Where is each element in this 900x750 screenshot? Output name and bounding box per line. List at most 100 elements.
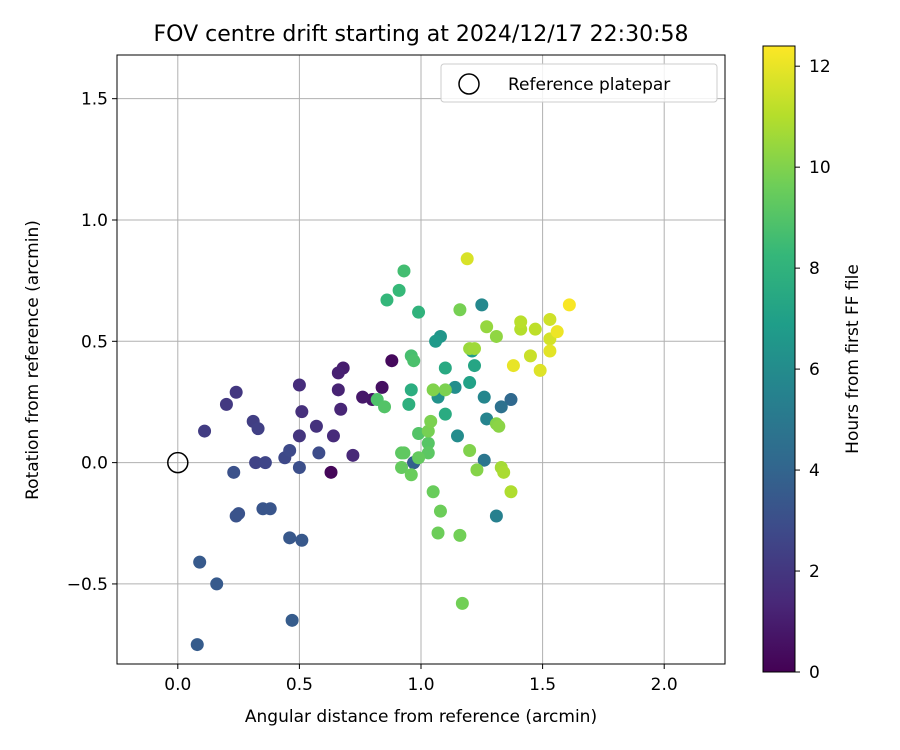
scatter-point <box>295 405 309 419</box>
colorbar-label: Hours from first FF file <box>843 264 863 454</box>
scatter-point <box>380 293 394 307</box>
scatter-point <box>523 349 537 363</box>
scatter-point <box>475 298 489 312</box>
scatter-point <box>285 613 299 627</box>
scatter-point <box>193 555 207 569</box>
legend: Reference platepar <box>440 63 718 103</box>
scatter-point <box>404 383 418 397</box>
scatter-point <box>232 507 246 521</box>
chart-title: FOV centre drift starting at 2024/12/17 … <box>154 22 689 47</box>
scatter-point <box>404 468 418 482</box>
colorbar-tick-label: 2 <box>809 562 820 582</box>
scatter-point <box>468 359 482 373</box>
scatter-point <box>421 436 435 450</box>
scatter-point <box>438 407 452 421</box>
scatter-point <box>412 427 426 441</box>
scatter-point <box>326 429 340 443</box>
scatter-point <box>309 419 323 433</box>
data-points <box>190 252 576 652</box>
scatter-point <box>227 465 241 479</box>
scatter-point <box>429 334 443 348</box>
scatter-point <box>292 378 306 392</box>
colorbar-gradient <box>762 45 796 673</box>
colorbar-tick-label: 10 <box>809 158 831 178</box>
legend-open-circle-icon <box>458 73 480 95</box>
reference-marker <box>167 451 189 474</box>
scatter-point <box>463 443 477 457</box>
scatter-point <box>533 363 547 377</box>
y-tick-label: 0.5 <box>81 332 108 352</box>
scatter-point <box>356 390 370 404</box>
scatter-point <box>453 303 467 317</box>
scatter-point <box>385 354 399 368</box>
scatter-point <box>395 460 409 474</box>
scatter-point <box>497 465 511 479</box>
scatter-point <box>477 390 491 404</box>
scatter-point <box>190 638 204 652</box>
scatter-point <box>453 528 467 542</box>
scatter-point <box>426 485 440 499</box>
scatter-point <box>489 329 503 343</box>
scatter-point <box>470 463 484 477</box>
scatter-point <box>431 526 445 540</box>
y-tick-label: 1.0 <box>81 211 108 231</box>
scatter-point <box>378 400 392 414</box>
colorbar-ticks: 0 2 4 6 8 10 12 <box>795 57 831 683</box>
x-tick-label: 2.0 <box>651 675 678 695</box>
scatter-point <box>283 531 297 545</box>
scatter-point <box>528 322 542 336</box>
scatter-point <box>438 361 452 375</box>
scatter-point <box>424 414 438 428</box>
scatter-point <box>312 446 326 460</box>
scatter-point <box>562 298 576 312</box>
scatter-point <box>407 354 421 368</box>
scatter-point <box>375 380 389 394</box>
scatter-point <box>331 366 345 380</box>
scatter-point <box>258 456 272 470</box>
scatter-point <box>448 380 462 394</box>
scatter-point <box>477 453 491 467</box>
colorbar-tick-label: 4 <box>809 461 820 481</box>
scatter-point <box>550 325 564 339</box>
scatter-point <box>504 485 518 499</box>
scatter-point <box>229 385 243 399</box>
scatter-point <box>421 424 435 438</box>
scatter-point <box>292 460 306 474</box>
colorbar: 0 2 4 6 8 10 12 Hours from first FF file <box>762 45 863 683</box>
x-axis-ticks: 0.0 0.5 1.0 1.5 2.0 <box>164 664 678 695</box>
scatter-point <box>402 397 416 411</box>
scatter-point <box>412 451 426 465</box>
colorbar-tick-label: 12 <box>809 57 831 77</box>
scatter-point <box>506 359 520 373</box>
scatter-point <box>433 504 447 518</box>
x-tick-label: 0.5 <box>286 675 313 695</box>
legend-box <box>440 63 718 103</box>
scatter-point <box>468 342 482 356</box>
y-tick-label: 0.0 <box>81 454 108 474</box>
colorbar-tick-label: 0 <box>809 663 820 683</box>
reference-platepar-marker <box>167 451 189 474</box>
scatter-point <box>251 422 265 436</box>
scatter-point <box>292 429 306 443</box>
scatter-point <box>210 577 224 591</box>
y-tick-label: 1.5 <box>81 90 108 110</box>
scatter-point <box>492 419 506 433</box>
x-tick-label: 0.0 <box>164 675 191 695</box>
legend-label: Reference platepar <box>508 75 670 95</box>
scatter-point <box>346 448 360 462</box>
scatter-point <box>283 443 297 457</box>
scatter-point <box>450 429 464 443</box>
scatter-point <box>397 264 411 278</box>
scatter-point <box>543 312 557 326</box>
y-axis-ticks: −0.5 0.0 0.5 1.0 1.5 <box>67 90 117 595</box>
scatter-point <box>543 344 557 358</box>
x-tick-label: 1.0 <box>407 675 434 695</box>
scatter-point <box>455 596 469 610</box>
scatter-point <box>489 509 503 523</box>
scatter-point <box>460 252 474 266</box>
x-axis-label: Angular distance from reference (arcmin) <box>245 707 597 727</box>
scatter-point <box>514 315 528 329</box>
scatter-point <box>219 397 233 411</box>
scatter-point <box>392 283 406 297</box>
